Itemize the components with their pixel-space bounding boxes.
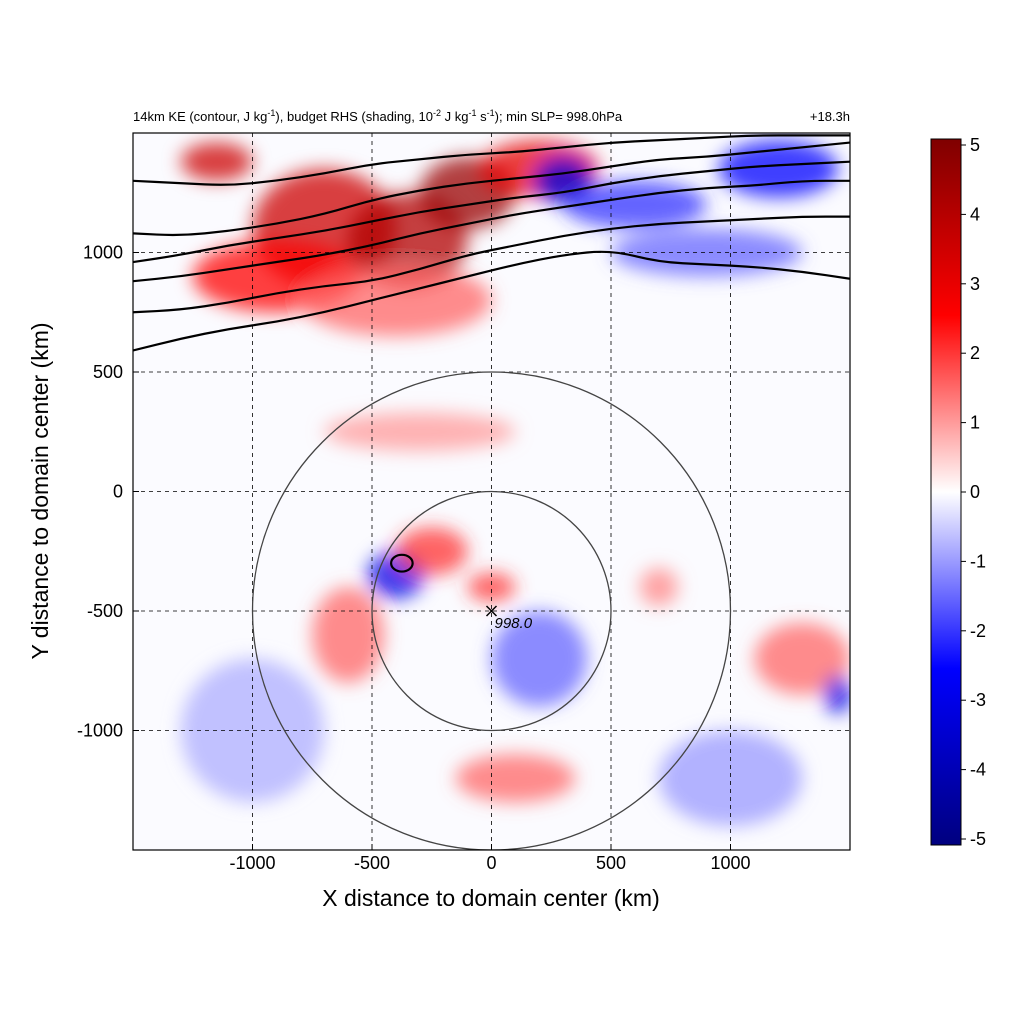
field-feature-16: [455, 754, 576, 803]
colorbar-ticks: 5 4 3 2 1 0 -1 -2 -3 -4 -5: [961, 135, 986, 849]
field-feature-14: [312, 587, 384, 683]
ke-closed-contour: [390, 553, 414, 573]
colorbar: [930, 138, 962, 846]
x-tick-label-3: 500: [596, 853, 626, 873]
time-label: +18.3h: [810, 109, 850, 124]
range-circle-1000: [251, 371, 732, 850]
field-feature-9: [611, 228, 803, 277]
center-marker: [485, 605, 498, 617]
y-tick-label-0: 1000: [83, 243, 123, 263]
x-tick-label-0: -1000: [229, 853, 275, 873]
field-feature-13: [467, 572, 516, 602]
cb-tick-label-3: 2: [970, 343, 980, 363]
field-feature-21: [180, 658, 325, 803]
cb-tick-label-5: 0: [970, 482, 980, 502]
y-tick-label-4: -1000: [77, 721, 123, 741]
field-feature-22: [324, 412, 516, 451]
center-marker-group: 998.0: [485, 605, 533, 632]
y-tick-label-2: 0: [113, 482, 123, 502]
cb-tick-label-7: -2: [970, 621, 986, 641]
x-axis-title: X distance to domain center (km): [322, 885, 659, 911]
ke-contours: [133, 134, 850, 573]
ke-contour-1: [133, 215, 850, 314]
x-ticks: -1000 -500 0 500 1000: [229, 844, 751, 873]
cb-tick-label-6: -1: [970, 551, 986, 571]
cb-tick-label-0: 5: [970, 135, 980, 155]
field-feature-4: [180, 142, 253, 181]
x-tick-label-2: 0: [486, 853, 496, 873]
ke-contour-2: [133, 179, 850, 283]
chart-title: 14km KE (contour, J kg-1), budget RHS (s…: [133, 108, 623, 124]
field-feature-15: [491, 611, 588, 707]
range-circle-500: [371, 490, 612, 732]
y-tick-label-1: 500: [93, 362, 123, 382]
cb-tick-label-10: -5: [970, 829, 986, 849]
cb-tick-label-9: -4: [970, 760, 986, 780]
cb-tick-label-2: 3: [970, 274, 980, 294]
field-feature-19: [639, 567, 678, 607]
ke-contour-3: [133, 160, 850, 264]
field-feature-17: [754, 622, 850, 695]
x-tick-label-1: -500: [354, 853, 390, 873]
field-feature-18: [823, 675, 850, 714]
field-feature-12: [395, 527, 468, 576]
ke-contour-0: [133, 250, 850, 352]
field-feature-20: [658, 730, 803, 827]
y-tick-label-3: -500: [87, 601, 123, 621]
field-feature-8: [718, 140, 839, 198]
ke-contour-5: [133, 134, 850, 186]
shading-field: [180, 140, 850, 827]
range-circles: [251, 371, 732, 850]
y-axis-title: Y distance to domain center (km): [27, 322, 53, 659]
x-tick-label-4: 1000: [710, 853, 750, 873]
y-ticks: 1000 500 0 -500 -1000: [77, 243, 139, 741]
cb-tick-label-4: 1: [970, 413, 980, 433]
cb-tick-label-8: -3: [970, 690, 986, 710]
min-slp-label: 998.0: [495, 615, 533, 632]
cb-tick-label-1: 4: [970, 204, 980, 224]
ke-contour-4: [133, 141, 850, 237]
field-feature-7: [563, 180, 707, 229]
